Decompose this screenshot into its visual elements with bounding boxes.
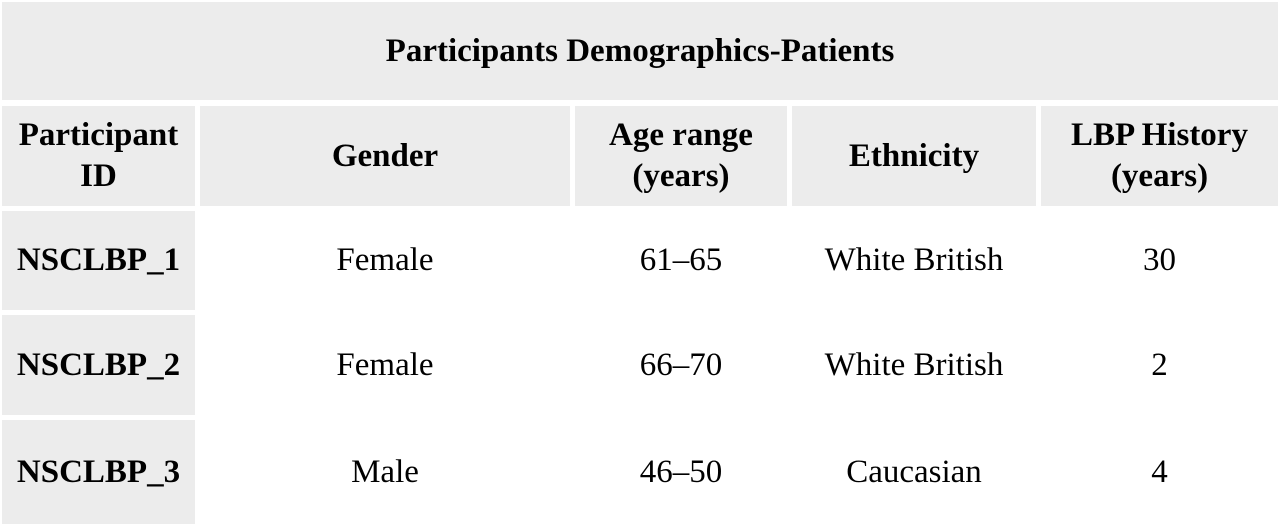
table-title: Participants Demographics-Patients xyxy=(2,2,1278,100)
row-2-ethnicity: White British xyxy=(792,315,1036,415)
header-age-range: Age range (years) xyxy=(575,106,787,206)
row-2-age-range: 66–70 xyxy=(575,315,787,415)
row-2-participant-id: NSCLBP_2 xyxy=(2,315,195,415)
row-2-lbp-history: 2 xyxy=(1041,315,1278,415)
row-3-ethnicity: Caucasian xyxy=(792,420,1036,524)
row-1-ethnicity: White British xyxy=(792,211,1036,310)
row-3-participant-id: NSCLBP_3 xyxy=(2,420,195,524)
row-3-lbp-history: 4 xyxy=(1041,420,1278,524)
row-1-lbp-history: 30 xyxy=(1041,211,1278,310)
row-1-age-range: 61–65 xyxy=(575,211,787,310)
header-gender: Gender xyxy=(200,106,570,206)
header-participant-id: Participant ID xyxy=(2,106,195,206)
header-ethnicity: Ethnicity xyxy=(792,106,1036,206)
header-lbp-history: LBP History (years) xyxy=(1041,106,1278,206)
row-2-gender: Female xyxy=(200,315,570,415)
row-1-participant-id: NSCLBP_1 xyxy=(2,211,195,310)
row-3-age-range: 46–50 xyxy=(575,420,787,524)
row-3-gender: Male xyxy=(200,420,570,524)
row-1-gender: Female xyxy=(200,211,570,310)
